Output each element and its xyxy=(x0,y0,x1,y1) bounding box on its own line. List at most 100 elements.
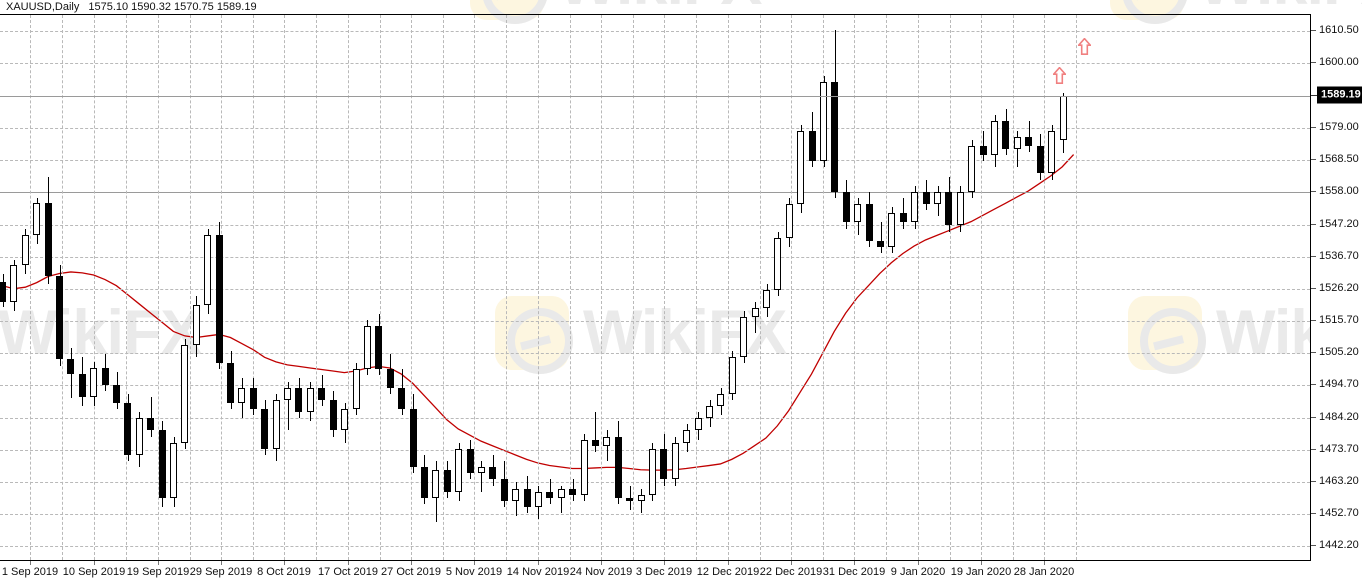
date-gridline-minor xyxy=(126,15,127,560)
date-tick xyxy=(1044,561,1045,565)
price-gridline xyxy=(0,353,1310,355)
chart-plot-area[interactable] xyxy=(0,14,1311,561)
date-gridline-minor xyxy=(190,15,191,560)
candle-body-bearish xyxy=(660,448,667,480)
candle-body-bullish xyxy=(695,418,702,431)
price-tick xyxy=(1311,158,1316,160)
date-gridline-minor xyxy=(696,15,697,560)
price-gridline xyxy=(0,417,1310,419)
candle-body-bullish xyxy=(774,237,781,290)
candle-body-bullish xyxy=(752,308,759,318)
price-axis-label: 1473.70 xyxy=(1319,442,1359,455)
date-gridline xyxy=(411,15,412,560)
price-tick xyxy=(1311,30,1316,32)
candle-body-bullish xyxy=(273,399,280,449)
candle-wick xyxy=(288,381,289,431)
date-gridline-minor xyxy=(570,15,571,560)
date-axis-label: 1 Sep 2019 xyxy=(1,566,59,578)
date-gridline xyxy=(728,15,729,560)
price-tick xyxy=(1311,448,1316,450)
date-axis-label: 19 Jan 2020 xyxy=(950,566,1012,578)
price-axis-label: 1547.20 xyxy=(1319,217,1359,230)
candle-body-bullish xyxy=(911,191,918,223)
date-axis-label: 28 Jan 2020 xyxy=(1013,566,1075,578)
price-gridline xyxy=(0,321,1310,323)
candle-body-bearish xyxy=(113,384,120,403)
candle-body-bearish xyxy=(569,488,576,495)
price-tick xyxy=(1311,512,1316,514)
date-axis-label: 3 Dec 2019 xyxy=(635,566,693,578)
price-gridline xyxy=(0,385,1310,387)
date-axis-label: 29 Sep 2019 xyxy=(189,566,253,578)
price-axis-label: 1526.20 xyxy=(1319,282,1359,295)
date-gridline xyxy=(158,15,159,560)
candle-body-bearish xyxy=(923,191,930,205)
date-axis-label: 8 Oct 2019 xyxy=(257,566,311,578)
candle-body-bearish xyxy=(147,418,154,431)
date-axis-label: 24 Nov 2019 xyxy=(569,566,633,578)
price-tick xyxy=(1311,288,1316,290)
candle-body-bearish xyxy=(489,467,496,480)
candle-wick xyxy=(1017,130,1018,168)
date-gridline xyxy=(474,15,475,560)
candle-wick xyxy=(151,396,152,437)
date-axis-label: 14 Nov 2019 xyxy=(506,566,570,578)
price-gridline xyxy=(0,546,1310,548)
candle-body-bearish xyxy=(900,213,907,223)
symbol-period-label: XAUUSD,Daily xyxy=(6,1,80,13)
candle-body-bullish xyxy=(478,467,485,474)
arrow-up-icon xyxy=(1051,66,1068,84)
price-axis[interactable]: 1610.50 1600.00 1579.00 1568.50 1558.00 1547.… xyxy=(1311,14,1362,561)
price-gridline xyxy=(0,159,1310,161)
candle-body-bullish xyxy=(432,470,439,498)
date-tick xyxy=(981,561,982,565)
date-axis-label: 19 Sep 2019 xyxy=(126,566,190,578)
candle-body-bearish xyxy=(421,467,428,498)
price-axis-label: 1452.70 xyxy=(1319,506,1359,519)
candle-body-bullish xyxy=(581,439,588,495)
date-gridline xyxy=(30,15,31,560)
candle-wick xyxy=(595,412,596,452)
candle-body-bullish xyxy=(729,357,736,394)
price-tick xyxy=(1311,255,1316,257)
candle-body-bullish xyxy=(170,442,177,498)
candle-body-bearish xyxy=(524,488,531,507)
date-tick xyxy=(854,561,855,565)
candle-body-bearish xyxy=(980,145,987,156)
price-tick xyxy=(1311,190,1316,192)
candle-body-bearish xyxy=(102,367,109,385)
date-tick xyxy=(30,561,31,565)
price-gridline xyxy=(0,63,1310,65)
candle-body-bullish xyxy=(1048,130,1055,174)
candle-body-bearish xyxy=(295,387,302,413)
price-gridline xyxy=(0,289,1310,291)
date-gridline xyxy=(348,15,349,560)
price-tick xyxy=(1311,545,1316,547)
candle-body-bullish xyxy=(820,81,827,162)
candle-body-bullish xyxy=(193,305,200,345)
arrow-up-icon xyxy=(1076,37,1093,55)
candle-body-bearish xyxy=(592,439,599,446)
price-gridline xyxy=(0,224,1310,226)
price-axis-label: 1579.00 xyxy=(1319,120,1359,133)
candle-body-bearish xyxy=(67,358,74,374)
date-tick xyxy=(601,561,602,565)
date-tick xyxy=(664,561,665,565)
candle-body-bullish xyxy=(786,204,793,238)
candle-body-bullish xyxy=(934,191,941,205)
candle-wick xyxy=(641,488,642,514)
date-gridline xyxy=(981,15,982,560)
candle-body-bearish xyxy=(615,436,622,498)
candle-body-bearish xyxy=(398,387,405,410)
price-axis-label: 1442.20 xyxy=(1319,539,1359,552)
candle-body-bullish xyxy=(968,145,975,192)
price-axis-label: 1484.20 xyxy=(1319,410,1359,423)
candle-body-bearish xyxy=(227,363,234,403)
chart-canvas xyxy=(0,15,1310,560)
candle-body-bullish xyxy=(740,317,747,358)
candle-body-bearish xyxy=(79,373,86,397)
buy-arrow-marker xyxy=(1051,66,1068,84)
price-axis-label: 1505.20 xyxy=(1319,346,1359,359)
date-gridline xyxy=(791,15,792,560)
candle-wick xyxy=(561,485,562,514)
